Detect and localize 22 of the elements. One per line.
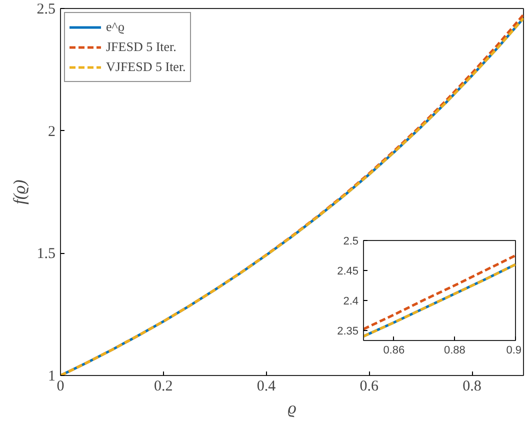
y-tick-label: 2.45 bbox=[337, 265, 359, 278]
line-series bbox=[364, 254, 516, 330]
y-tick-label: 2.5 bbox=[343, 236, 359, 248]
x-tick-label: 0.88 bbox=[444, 344, 466, 356]
y-tick-label: 2 bbox=[48, 124, 56, 140]
x-axis-title: ϱ bbox=[288, 398, 297, 418]
legend-label: JFESD 5 Iter. bbox=[106, 39, 176, 55]
x-tick-label: 0 bbox=[56, 378, 64, 394]
y-axis-title: f(ϱ) bbox=[10, 179, 29, 204]
y-tick-label: 2.35 bbox=[337, 325, 359, 338]
legend-label: e^ϱ bbox=[106, 19, 126, 35]
y-tick-label: 1.5 bbox=[36, 246, 56, 262]
x-tick-label: 0.4 bbox=[256, 378, 276, 394]
x-tick-label: 0.2 bbox=[154, 378, 173, 394]
x-tick-label: 0.9 bbox=[506, 344, 522, 356]
y-tick-label: 2.5 bbox=[36, 2, 56, 18]
legend-label: VJFESD 5 Iter. bbox=[106, 59, 186, 75]
x-tick-label: 0.8 bbox=[462, 378, 482, 394]
x-tick-label: 0.86 bbox=[383, 344, 405, 356]
x-tick-label: 0.6 bbox=[360, 378, 380, 394]
y-tick-label: 1 bbox=[48, 368, 56, 384]
y-tick-label: 2.4 bbox=[343, 295, 359, 308]
